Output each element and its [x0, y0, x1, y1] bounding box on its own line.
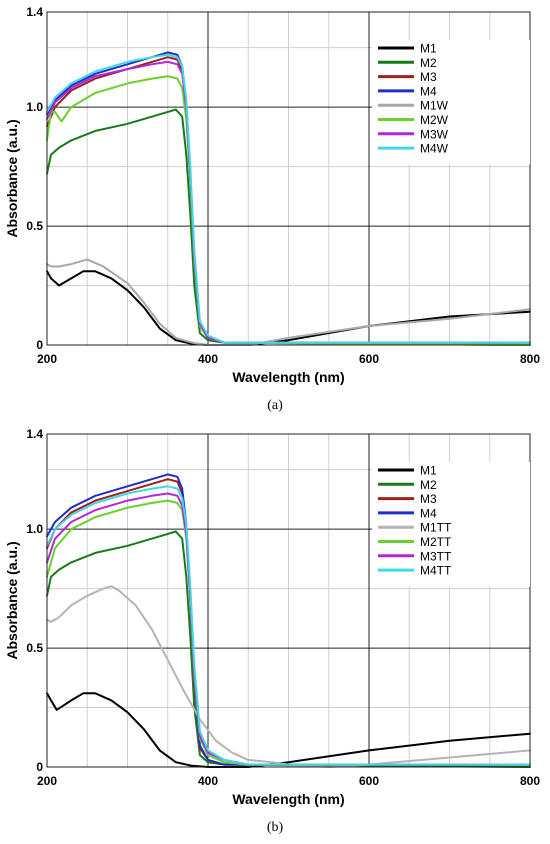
- chart-a-legend-label-m4: M4: [420, 84, 437, 98]
- chart-b-series-line-m4tt: [46, 485, 531, 766]
- chart-b-series-line-m2: [46, 530, 531, 768]
- chart-b-series-line-m1: [46, 692, 531, 768]
- chart-b-y-tick-label: 1.0: [26, 522, 43, 536]
- chart-a-legend-box: [372, 40, 530, 165]
- chart-b-legend-label-m4: M4: [420, 506, 437, 520]
- chart-a-legend-label-m3: M3: [420, 70, 437, 84]
- chart-b-x-tick-label: 800: [520, 774, 540, 788]
- chart-b-legend-label-m2tt: M2TT: [420, 535, 452, 549]
- chart-a-series-line-m3w: [46, 60, 531, 344]
- chart-a: 200 400 600 800 0 0.5 1.0 1.4 Wavelength (nm) Abs…: [4, 5, 540, 385]
- chart-a-y-tick-label: 0.5: [26, 219, 43, 233]
- chart-b-y-tick-label: 0.5: [26, 641, 43, 655]
- chart-a-legend-label-m1: M1: [420, 42, 437, 56]
- chart-a-series-line-m2: [46, 108, 531, 346]
- chart-a-legend-label-m2: M2: [420, 56, 437, 70]
- chart-b-legend-label-m2: M2: [420, 478, 437, 492]
- chart-a-frame: [46, 11, 531, 346]
- chart-a-x-axis-label: Wavelength (nm): [232, 369, 344, 385]
- chart-b-legend-label-m4tt: M4TT: [420, 564, 452, 578]
- chart-a-x-tick-label: 800: [520, 352, 540, 366]
- chart-a-y-tick-label: 0: [36, 338, 43, 352]
- chart-b-legend-label-m1tt: M1TT: [420, 521, 452, 535]
- chart-b-y-tick-label: 1.4: [26, 427, 43, 441]
- chart-a-y-tick-label: 1.0: [26, 100, 43, 114]
- chart-b-y-tick-label: 0: [36, 760, 43, 774]
- chart-b: 200 400 600 800 0 0.5 1.0 1.4 Wavelength (nm) Abs…: [4, 427, 540, 807]
- caption-b: (b): [266, 820, 284, 835]
- caption-a: (a): [267, 398, 283, 413]
- chart-b-x-tick-label: 600: [359, 774, 379, 788]
- chart-a-legend-label-m3w: M3W: [420, 127, 449, 141]
- chart-b-major-grid: [47, 434, 530, 767]
- chart-a-series-line-m1w: [46, 258, 531, 346]
- chart-a-legend-label-m1w: M1W: [420, 99, 449, 113]
- chart-a-x-tick-label: 600: [359, 352, 379, 366]
- chart-a-x-tick-label: 400: [198, 352, 218, 366]
- chart-b-series-line-m3tt: [46, 492, 531, 766]
- chart-b-x-tick-label: 200: [37, 774, 57, 788]
- chart-a-y-tick-label: 1.4: [26, 5, 43, 19]
- chart-a-legend-label-m4w: M4W: [420, 142, 449, 156]
- chart-b-series-line-m1tt: [46, 585, 531, 768]
- chart-b-frame: [46, 433, 531, 768]
- chart-b-x-tick-label: 400: [198, 774, 218, 788]
- chart-a-x-tick-label: 200: [37, 352, 57, 366]
- chart-a-legend-label-m2w: M2W: [420, 113, 449, 127]
- chart-b-series: [46, 473, 531, 768]
- chart-b-legend-label-m3: M3: [420, 492, 437, 506]
- chart-a-y-axis-label: Absorbance (a.u.): [4, 119, 20, 237]
- chart-a-series-line-m1: [46, 270, 531, 346]
- chart-a-series-line-m4w: [46, 53, 531, 344]
- chart-b-legend-label-m3tt: M3TT: [420, 549, 452, 563]
- chart-b-series-line-m4: [46, 473, 531, 766]
- chart-b-legend-box: [372, 462, 530, 587]
- chart-b-y-axis-label: Absorbance (a.u.): [4, 541, 20, 659]
- chart-b-x-axis-label: Wavelength (nm): [232, 791, 344, 807]
- chart-b-legend-label-m1: M1: [420, 464, 437, 478]
- chart-a-series: [46, 51, 531, 346]
